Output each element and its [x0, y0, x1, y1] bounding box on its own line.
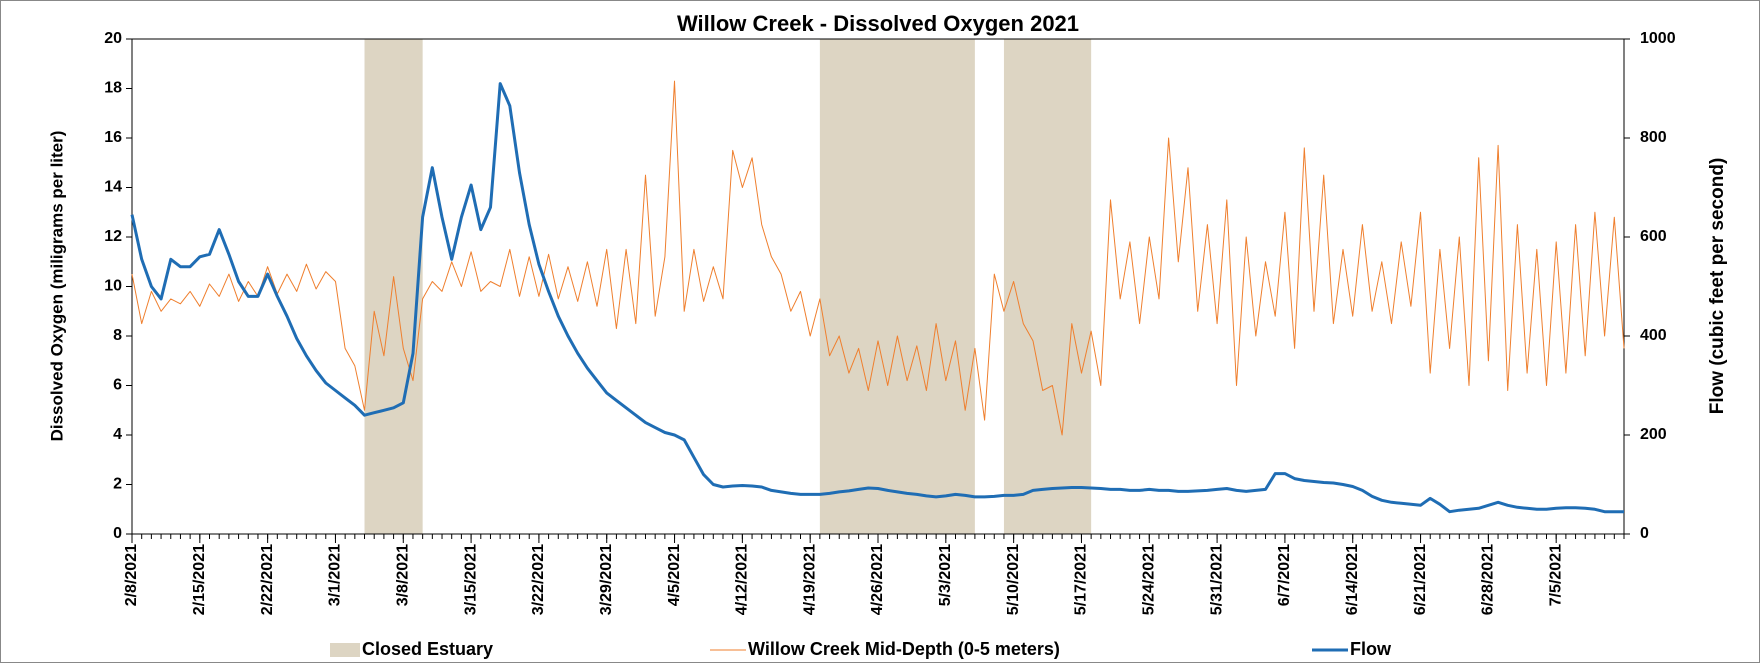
y-tick-label: 20 [104, 30, 122, 47]
y-tick-label: 6 [113, 377, 122, 394]
x-tick-label: 6/21/2021 [1412, 544, 1429, 615]
x-tick-label: 2/22/2021 [259, 544, 276, 615]
legend-label: Closed Estuary [362, 639, 493, 659]
y2-tick-label: 0 [1640, 525, 1649, 542]
x-tick-label: 4/26/2021 [869, 544, 886, 615]
series-line [130, 82, 1624, 514]
legend-label: Flow [1350, 639, 1392, 659]
x-tick-label: 5/10/2021 [1005, 544, 1022, 615]
x-tick-label: 7/5/2021 [1547, 544, 1564, 606]
y-axis-label: Dissolved Oxygen (miligrams per liter) [47, 131, 66, 442]
y2-tick-label: 1000 [1640, 30, 1676, 47]
x-tick-label: 3/22/2021 [530, 544, 547, 615]
closed-estuary-band [1003, 39, 1092, 534]
x-tick-label: 5/17/2021 [1073, 544, 1090, 615]
x-tick-label: 3/15/2021 [462, 544, 479, 615]
y2-tick-label: 400 [1640, 327, 1667, 344]
y-tick-label: 14 [104, 179, 122, 196]
y-tick-label: 4 [113, 426, 122, 443]
x-tick-label: 5/31/2021 [1208, 544, 1225, 615]
y-tick-label: 2 [113, 476, 122, 493]
x-tick-label: 2/15/2021 [191, 544, 208, 615]
y-tick-label: 0 [113, 525, 122, 542]
x-tick-label: 2/8/2021 [123, 544, 140, 606]
x-tick-label: 6/7/2021 [1276, 544, 1293, 606]
x-tick-label: 4/12/2021 [734, 544, 751, 615]
series-line [131, 80, 1625, 436]
x-tick-label: 6/14/2021 [1344, 544, 1361, 615]
y-tick-label: 10 [104, 278, 122, 295]
y2-tick-label: 600 [1640, 228, 1667, 245]
x-tick-label: 4/19/2021 [801, 544, 818, 615]
legend-swatch [330, 643, 360, 657]
closed-estuary-band [364, 39, 423, 534]
y-tick-label: 16 [104, 129, 122, 146]
chart-title: Willow Creek - Dissolved Oxygen 2021 [677, 11, 1079, 36]
y2-tick-label: 800 [1640, 129, 1667, 146]
y-tick-label: 18 [104, 80, 122, 97]
legend-label: Willow Creek Mid-Depth (0-5 meters) [748, 639, 1060, 659]
x-tick-label: 5/3/2021 [937, 544, 954, 606]
y2-axis-label: Flow (cubic feet per second) [1707, 158, 1728, 415]
closed-estuary-band [819, 39, 975, 534]
y-tick-label: 12 [104, 228, 122, 245]
x-tick-label: 3/1/2021 [327, 544, 344, 606]
x-tick-label: 5/24/2021 [1140, 544, 1157, 615]
x-tick-label: 3/8/2021 [394, 544, 411, 606]
y-tick-label: 8 [113, 327, 122, 344]
x-tick-label: 4/5/2021 [666, 544, 683, 606]
y2-tick-label: 200 [1640, 426, 1667, 443]
x-tick-label: 3/29/2021 [598, 544, 615, 615]
x-tick-label: 6/28/2021 [1480, 544, 1497, 615]
